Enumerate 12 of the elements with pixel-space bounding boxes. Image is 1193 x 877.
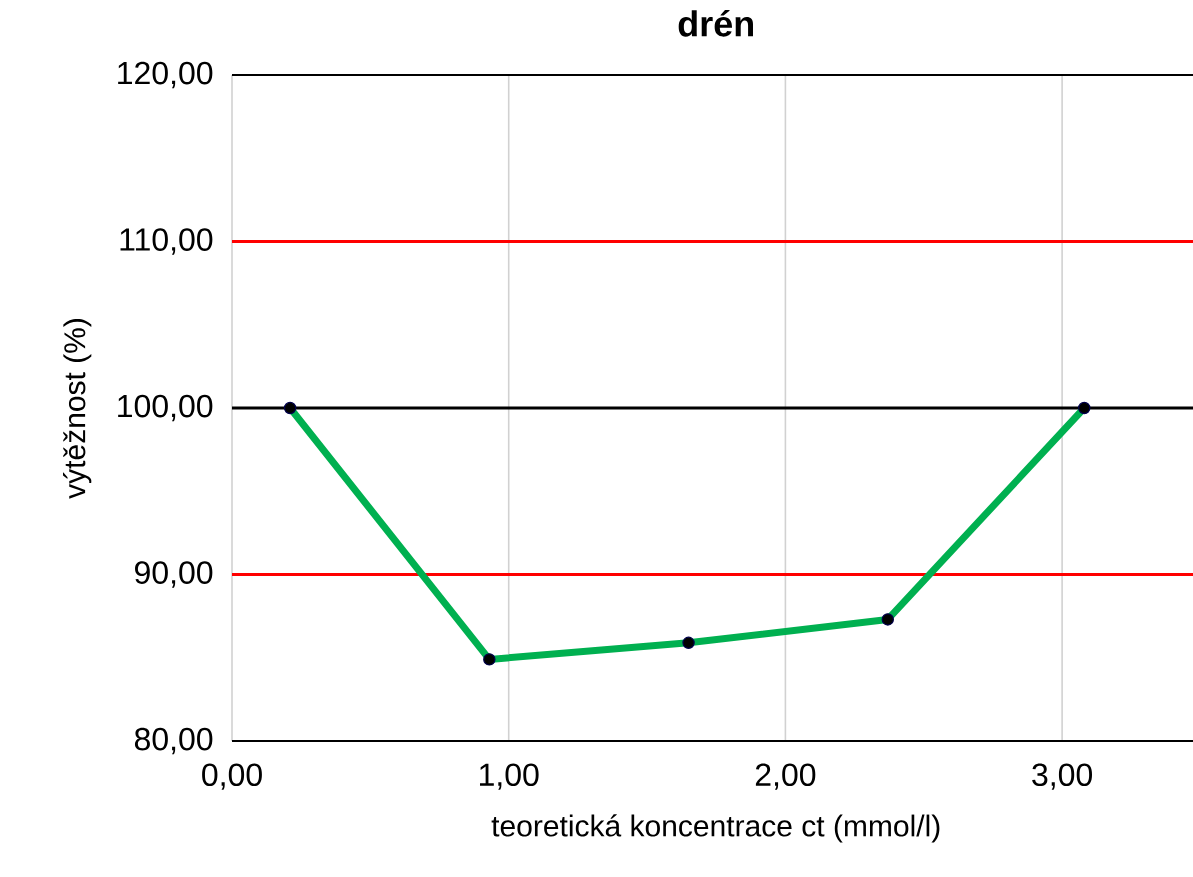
y-tick-label: 110,00 xyxy=(120,228,213,255)
x-tick-label: 1,00 xyxy=(480,763,539,790)
y-tick-label: 80,00 xyxy=(134,727,213,755)
x-tick-label: 2,00 xyxy=(755,763,816,790)
x-tick-label: 0,00 xyxy=(202,763,262,790)
x-axis-title: teoretická koncentrace ct (mmol/l) xyxy=(491,814,940,843)
y-axis-title: výtěžnost (%) xyxy=(63,319,92,499)
y-tick-label: 120,00 xyxy=(118,61,213,89)
chart-title: drén xyxy=(678,9,753,37)
y-tick-label: 90,00 xyxy=(135,561,213,588)
x-tick-label: 3,00 xyxy=(1032,763,1093,790)
y-tick-label: 100,00 xyxy=(118,394,213,422)
